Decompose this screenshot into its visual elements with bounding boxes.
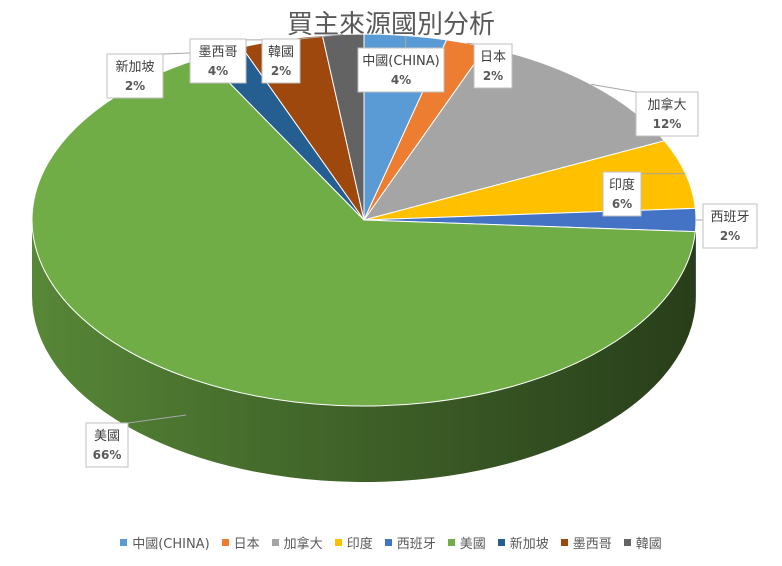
legend-item-1: 日本 <box>221 533 260 552</box>
legend-label-8: 韓國 <box>635 537 662 552</box>
data-label-name-6: 新加坡 <box>115 59 154 75</box>
legend-item-2: 加拿大 <box>271 533 323 552</box>
legend-item-4: 西班牙 <box>384 533 436 552</box>
legend-item-7: 墨西哥 <box>560 533 612 552</box>
data-label-name-5: 美國 <box>94 429 120 444</box>
data-label-name-2: 加拿大 <box>647 97 686 113</box>
legend-swatch-2 <box>271 539 279 546</box>
legend-swatch-8 <box>623 539 631 546</box>
data-label-box-6 <box>106 53 164 99</box>
data-label-name-3: 印度 <box>609 177 635 193</box>
data-label-name-4: 西班牙 <box>710 210 749 225</box>
data-label-name-0: 中國(CHINA) <box>362 54 439 69</box>
legend-label-5: 美國 <box>459 537 486 552</box>
data-label-box-4 <box>702 203 758 249</box>
leader-line-8 <box>299 33 344 40</box>
legend-swatch-5 <box>447 539 455 546</box>
data-label-name-1: 日本 <box>480 50 506 65</box>
data-label-box-1 <box>473 43 513 89</box>
data-label-box-8 <box>261 38 301 84</box>
data-label-box-7 <box>189 38 247 84</box>
legend-label-4: 西班牙 <box>396 537 436 552</box>
data-label-box-2 <box>635 91 699 137</box>
leader-line-1 <box>466 42 475 45</box>
legend-label-1: 日本 <box>233 537 260 552</box>
data-label-value-3: 6% <box>612 197 632 211</box>
pie-side-4 <box>695 220 696 308</box>
pie-slice-5 <box>31 56 696 407</box>
legend-swatch-7 <box>560 539 568 546</box>
legend-item-5: 美國 <box>447 533 486 552</box>
data-label-value-1: 2% <box>483 69 503 83</box>
legend-swatch-1 <box>221 539 229 546</box>
data-label-value-7: 4% <box>208 64 228 78</box>
legend-swatch-0 <box>120 539 128 546</box>
data-label-value-2: 12% <box>653 117 682 131</box>
legend-item-3: 印度 <box>334 533 373 552</box>
pie-side-5 <box>31 220 696 482</box>
legend-label-2: 加拿大 <box>283 537 323 552</box>
legend-item-8: 韓國 <box>623 533 662 552</box>
data-label-box-5 <box>85 422 129 468</box>
legend-label-3: 印度 <box>346 537 373 552</box>
legend-swatch-4 <box>384 539 392 546</box>
data-label-value-5: 66% <box>93 448 122 462</box>
data-label-value-8: 2% <box>271 64 291 78</box>
legend-item-0: 中國(CHINA) <box>120 533 210 552</box>
legend-item-6: 新加坡 <box>497 533 549 552</box>
legend-label-0: 中國(CHINA) <box>132 537 210 552</box>
legend-label-7: 墨西哥 <box>572 537 612 552</box>
legend-swatch-3 <box>334 539 342 546</box>
chart-legend: 中國(CHINA) 日本 加拿大 印度 西班牙 美國 新加坡 墨西哥 韓國 <box>0 533 782 552</box>
leader-line-2 <box>591 83 637 93</box>
data-label-name-7: 墨西哥 <box>198 45 237 60</box>
data-label-value-4: 2% <box>720 229 740 243</box>
data-label-box-0 <box>357 47 445 93</box>
data-label-value-0: 4% <box>391 73 411 87</box>
legend-swatch-6 <box>497 539 505 546</box>
legend-label-6: 新加坡 <box>509 537 549 552</box>
leader-line-5 <box>127 414 187 424</box>
data-label-box-3 <box>602 171 642 217</box>
data-label-name-8: 韓國 <box>268 45 294 60</box>
data-label-value-6: 2% <box>125 79 145 93</box>
